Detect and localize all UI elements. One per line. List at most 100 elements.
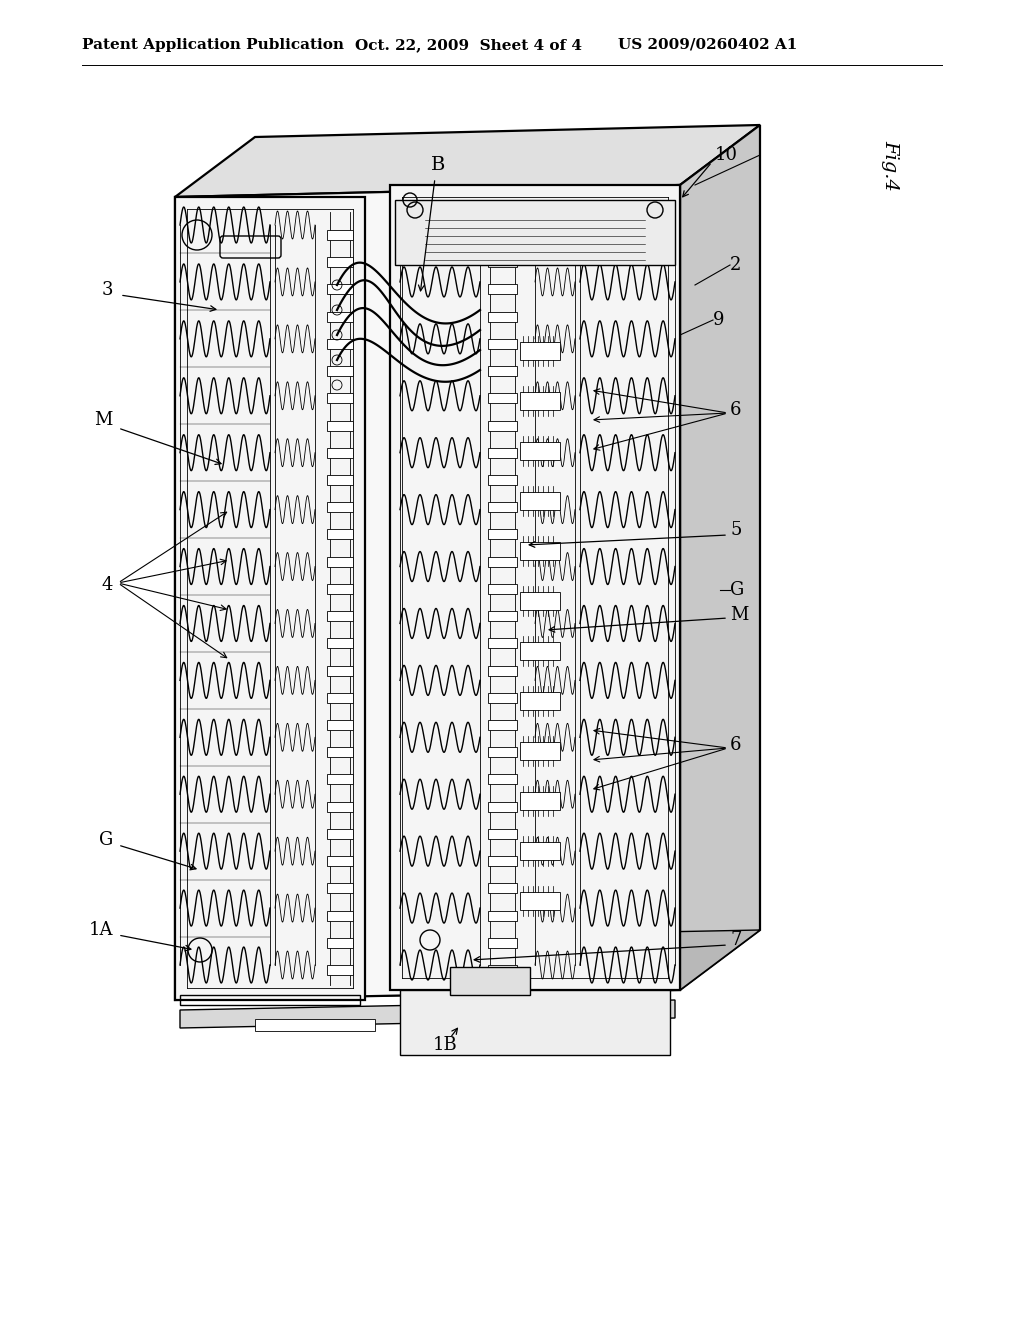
Bar [327, 857, 353, 866]
Text: G: G [730, 581, 744, 599]
Bar [488, 421, 517, 430]
Bar [520, 392, 560, 411]
Bar [488, 529, 517, 540]
Bar [180, 995, 360, 1005]
Bar [488, 883, 517, 894]
Polygon shape [175, 197, 365, 1001]
Text: G: G [98, 832, 113, 849]
Bar [327, 693, 353, 702]
Bar [327, 447, 353, 458]
Bar [488, 284, 517, 294]
Text: 5: 5 [730, 521, 741, 539]
Bar [327, 529, 353, 540]
Bar [488, 475, 517, 484]
Polygon shape [180, 1001, 675, 1028]
Text: M: M [730, 606, 749, 624]
Bar [488, 393, 517, 404]
Bar [327, 557, 353, 566]
Bar [488, 693, 517, 702]
Bar [327, 475, 353, 484]
Bar [327, 801, 353, 812]
Bar [520, 792, 560, 810]
Bar [327, 639, 353, 648]
Bar [327, 611, 353, 622]
Text: US 2009/0260402 A1: US 2009/0260402 A1 [618, 38, 798, 51]
Bar [255, 1019, 375, 1031]
Bar [520, 842, 560, 861]
Text: M: M [94, 411, 113, 429]
Bar [327, 937, 353, 948]
Bar [327, 284, 353, 294]
Text: B: B [431, 156, 445, 174]
Bar [520, 342, 560, 360]
Bar [327, 230, 353, 240]
Bar [520, 642, 560, 660]
Bar [327, 719, 353, 730]
Bar [327, 339, 353, 348]
Bar [488, 801, 517, 812]
Bar [520, 543, 560, 560]
Bar [327, 393, 353, 404]
Polygon shape [680, 125, 760, 990]
Bar [327, 421, 353, 430]
Bar [488, 937, 517, 948]
Text: 6: 6 [730, 737, 741, 754]
Bar [520, 492, 560, 510]
Bar [488, 312, 517, 322]
Bar [488, 366, 517, 376]
Text: 1A: 1A [88, 921, 113, 939]
Text: 9: 9 [713, 312, 725, 329]
Bar [488, 257, 517, 267]
Bar [520, 742, 560, 760]
Text: Patent Application Publication: Patent Application Publication [82, 38, 344, 51]
Bar [327, 665, 353, 676]
Text: Oct. 22, 2009  Sheet 4 of 4: Oct. 22, 2009 Sheet 4 of 4 [355, 38, 582, 51]
Bar [327, 883, 353, 894]
Bar [520, 692, 560, 710]
Bar [520, 591, 560, 610]
Bar [327, 775, 353, 784]
Bar [488, 502, 517, 512]
Bar [327, 502, 353, 512]
Polygon shape [390, 185, 680, 990]
Text: Fig.4: Fig.4 [881, 140, 899, 190]
Bar [488, 857, 517, 866]
Text: 4: 4 [101, 576, 113, 594]
Bar [327, 257, 353, 267]
Bar [327, 366, 353, 376]
Bar [520, 892, 560, 909]
Bar [488, 719, 517, 730]
Bar [488, 583, 517, 594]
Bar [488, 230, 517, 240]
Text: 7: 7 [730, 931, 741, 949]
Text: 1B: 1B [432, 1036, 458, 1053]
Bar [488, 611, 517, 622]
Bar [488, 829, 517, 840]
Bar [488, 665, 517, 676]
Bar [395, 201, 675, 265]
Bar [327, 312, 353, 322]
Polygon shape [175, 125, 760, 197]
Bar [488, 911, 517, 920]
Polygon shape [175, 185, 680, 1001]
Bar [327, 583, 353, 594]
Text: 6: 6 [730, 401, 741, 418]
Polygon shape [175, 931, 760, 1001]
Bar [327, 829, 353, 840]
Bar [488, 557, 517, 566]
Text: 10: 10 [715, 147, 738, 164]
Bar [520, 442, 560, 459]
Bar [488, 447, 517, 458]
Bar [327, 911, 353, 920]
Bar [488, 775, 517, 784]
Bar [450, 968, 530, 995]
Bar [488, 639, 517, 648]
Bar [400, 990, 670, 1055]
Bar [488, 339, 517, 348]
Text: 3: 3 [101, 281, 113, 300]
Bar [327, 747, 353, 758]
Bar [488, 965, 517, 975]
Text: 2: 2 [730, 256, 741, 275]
Bar [327, 965, 353, 975]
Bar [488, 747, 517, 758]
